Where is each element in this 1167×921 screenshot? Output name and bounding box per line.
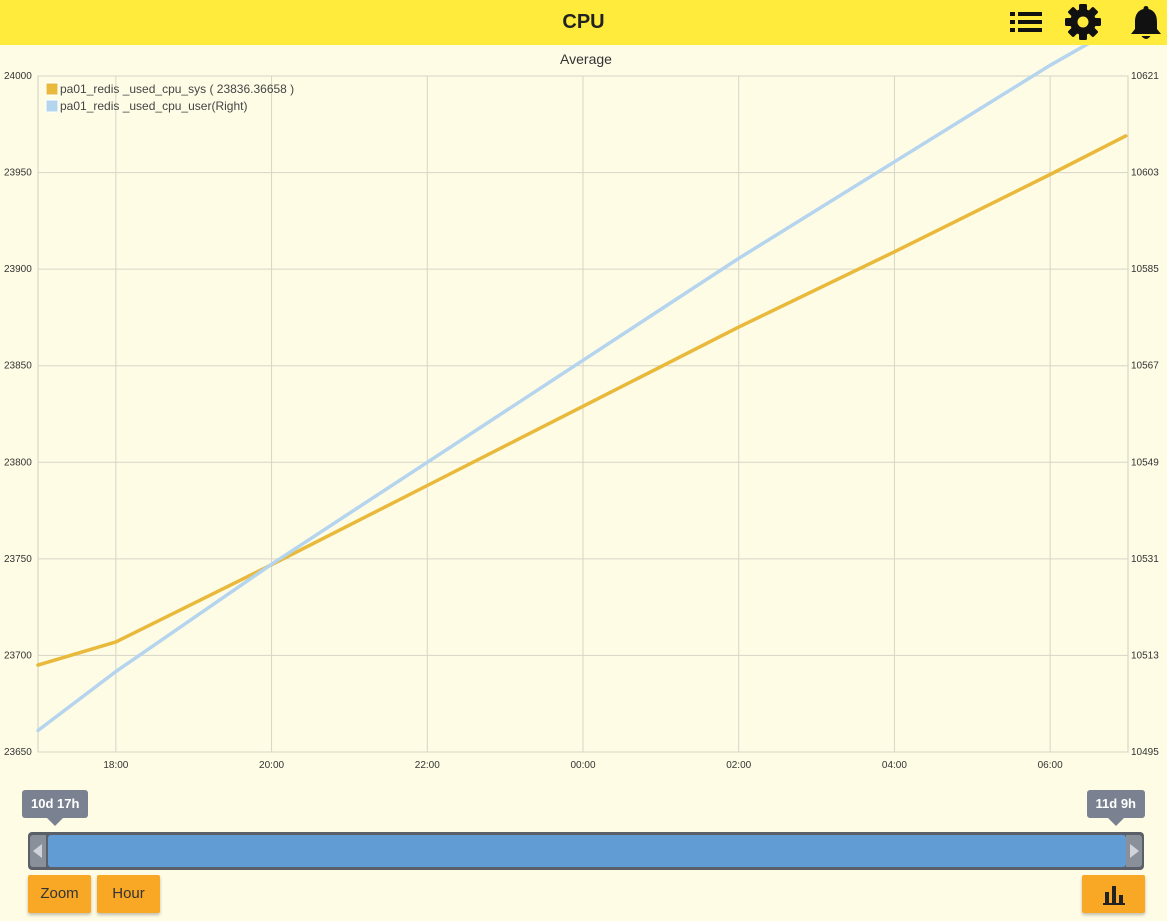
gear-icon[interactable] (1063, 3, 1103, 41)
y-right-tick-label: 10621 (1131, 71, 1159, 82)
y-right-tick-label: 10603 (1131, 168, 1159, 179)
x-tick-label: 18:00 (103, 760, 128, 771)
x-tick-label: 22:00 (415, 760, 440, 771)
bar-chart-icon (1102, 886, 1125, 905)
chart-title: Average (560, 51, 612, 67)
y-left-tick-label: 23700 (4, 650, 32, 661)
x-tick-label: 02:00 (726, 760, 751, 771)
selected-range[interactable] (48, 835, 1126, 867)
legend-swatch (45, 82, 59, 96)
range-start-label: 10d 17h (22, 790, 89, 826)
legend-label: pa01_redis _used_cpu_sys ( 23836.36658 ) (60, 82, 294, 96)
range-end-label: 11d 9h (1086, 790, 1145, 826)
chevron-left-icon (33, 844, 42, 858)
x-tick-label: 06:00 (1038, 760, 1063, 771)
y-left-tick-label: 23800 (4, 457, 32, 468)
top-bar: CPU (0, 0, 1167, 45)
y-left-tick-label: 23750 (4, 554, 32, 565)
y-left-tick-label: 23950 (4, 168, 32, 179)
range-end-handle[interactable] (1126, 835, 1142, 867)
y-right-tick-label: 10531 (1131, 554, 1159, 565)
y-left-tick-label: 23650 (4, 747, 32, 758)
time-range-slider[interactable] (28, 832, 1144, 870)
cpu-line-chart: Average 24000 10621 23950 10603 23900 10585 23… (4, 45, 1159, 771)
range-start-handle[interactable] (30, 835, 46, 867)
hour-button[interactable]: Hour (97, 875, 160, 913)
x-tick-label: 00:00 (570, 760, 595, 771)
page-title: CPU (562, 11, 605, 33)
y-right-tick-label: 10513 (1131, 650, 1159, 661)
y-left-tick-label: 23900 (4, 264, 32, 275)
chevron-right-icon (1130, 844, 1139, 858)
y-right-tick-label: 10567 (1131, 361, 1159, 372)
y-right-tick-label: 10495 (1131, 747, 1159, 758)
list-icon[interactable] (1006, 3, 1046, 41)
y-right-tick-label: 10549 (1131, 457, 1159, 468)
legend-swatch (45, 99, 59, 113)
series-line-cpu-user (36, 45, 1090, 733)
x-tick-label: 20:00 (259, 760, 284, 771)
bell-icon[interactable] (1126, 3, 1166, 41)
y-left-tick-label: 24000 (4, 71, 32, 82)
series-line-cpu-sys (36, 134, 1128, 667)
y-right-tick-label: 10585 (1131, 264, 1159, 275)
legend-label: pa01_redis _used_cpu_user(Right) (60, 99, 247, 113)
chart-type-button[interactable] (1082, 875, 1145, 913)
x-tick-label: 04:00 (882, 760, 907, 771)
zoom-button[interactable]: Zoom (28, 875, 91, 913)
y-left-tick-label: 23850 (4, 361, 32, 372)
